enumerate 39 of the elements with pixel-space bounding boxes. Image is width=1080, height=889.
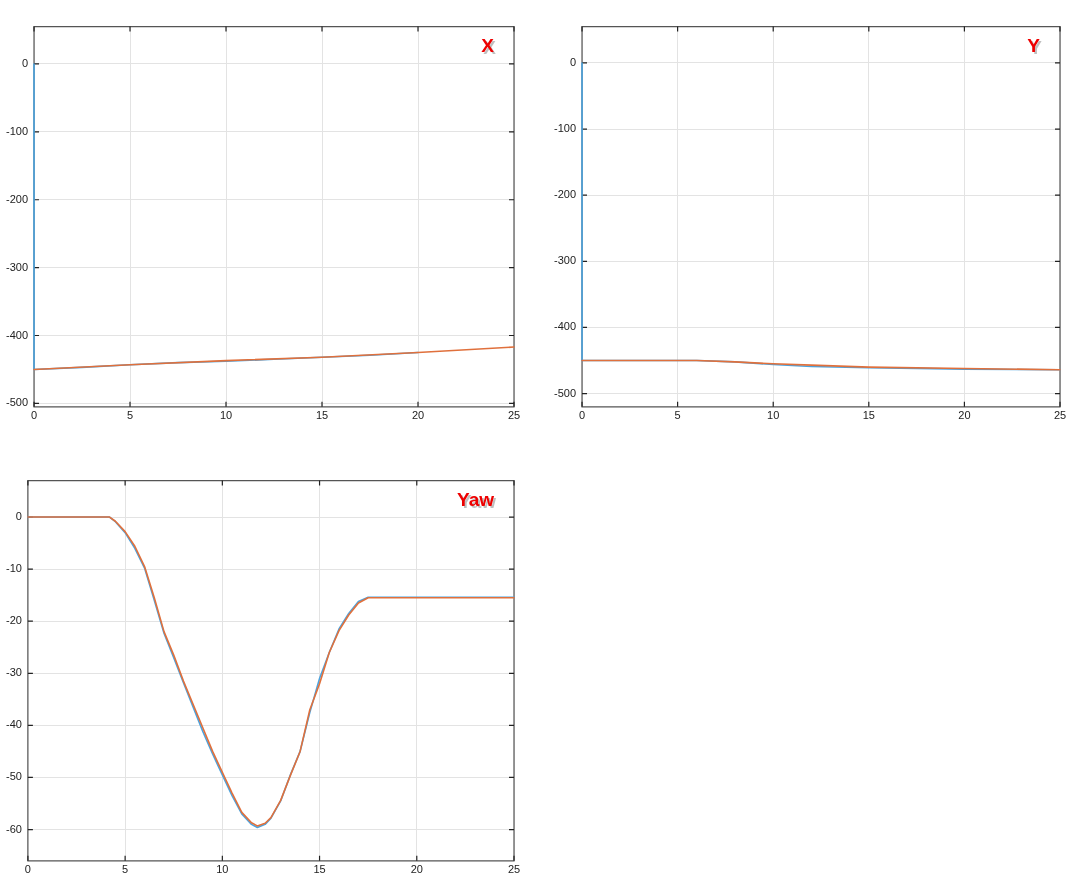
x-tick-label: 25 (507, 863, 521, 876)
y-tick-label: 0 (15, 510, 22, 523)
y-tick-label: -400 (5, 328, 29, 341)
y-tick-label: -20 (5, 614, 22, 627)
y-tick-label: 0 (569, 56, 577, 68)
y-tick-label: -500 (5, 396, 29, 409)
x-tick-label: 15 (315, 409, 329, 422)
y-tick-label: -100 (553, 122, 577, 135)
y-tick-label: -60 (5, 822, 22, 835)
x-tick-label: 10 (767, 409, 780, 422)
y-tick-label: -300 (5, 260, 29, 273)
x-tick-label: 25 (1053, 409, 1067, 422)
x-tick-label: 5 (122, 863, 129, 876)
x-tick-label: 10 (216, 863, 229, 876)
y-tick-label: -10 (5, 562, 22, 575)
x-tick-label: 0 (578, 409, 586, 422)
x-tick-label: 15 (862, 409, 875, 422)
y-tick-label: -200 (553, 188, 577, 201)
text: Yaw (459, 491, 497, 513)
y-tick-label: -500 (553, 386, 577, 399)
x-tick-label: 0 (30, 409, 38, 422)
y-tick-label: 0 (21, 56, 29, 69)
y-tick-label: -300 (553, 254, 577, 267)
y-tick-label: -100 (5, 124, 29, 137)
x-tick-label: 10 (219, 409, 233, 422)
x-tick-label: 15 (313, 863, 326, 876)
y-tick-label: -30 (5, 666, 22, 679)
x-tick-label: 5 (126, 409, 134, 422)
y-tick-label: -40 (5, 718, 22, 731)
text: X (483, 37, 497, 59)
x-tick-label: 20 (411, 409, 425, 422)
x-tick-label: 20 (958, 409, 971, 422)
y-tick-label: -400 (553, 320, 577, 333)
x-tick-label: 25 (507, 409, 521, 422)
text: Y (1029, 37, 1043, 59)
y-tick-label: -200 (5, 192, 29, 205)
y-tick-label: -50 (5, 770, 22, 783)
x-tick-label: 5 (674, 409, 681, 422)
x-tick-label: 20 (410, 863, 423, 876)
